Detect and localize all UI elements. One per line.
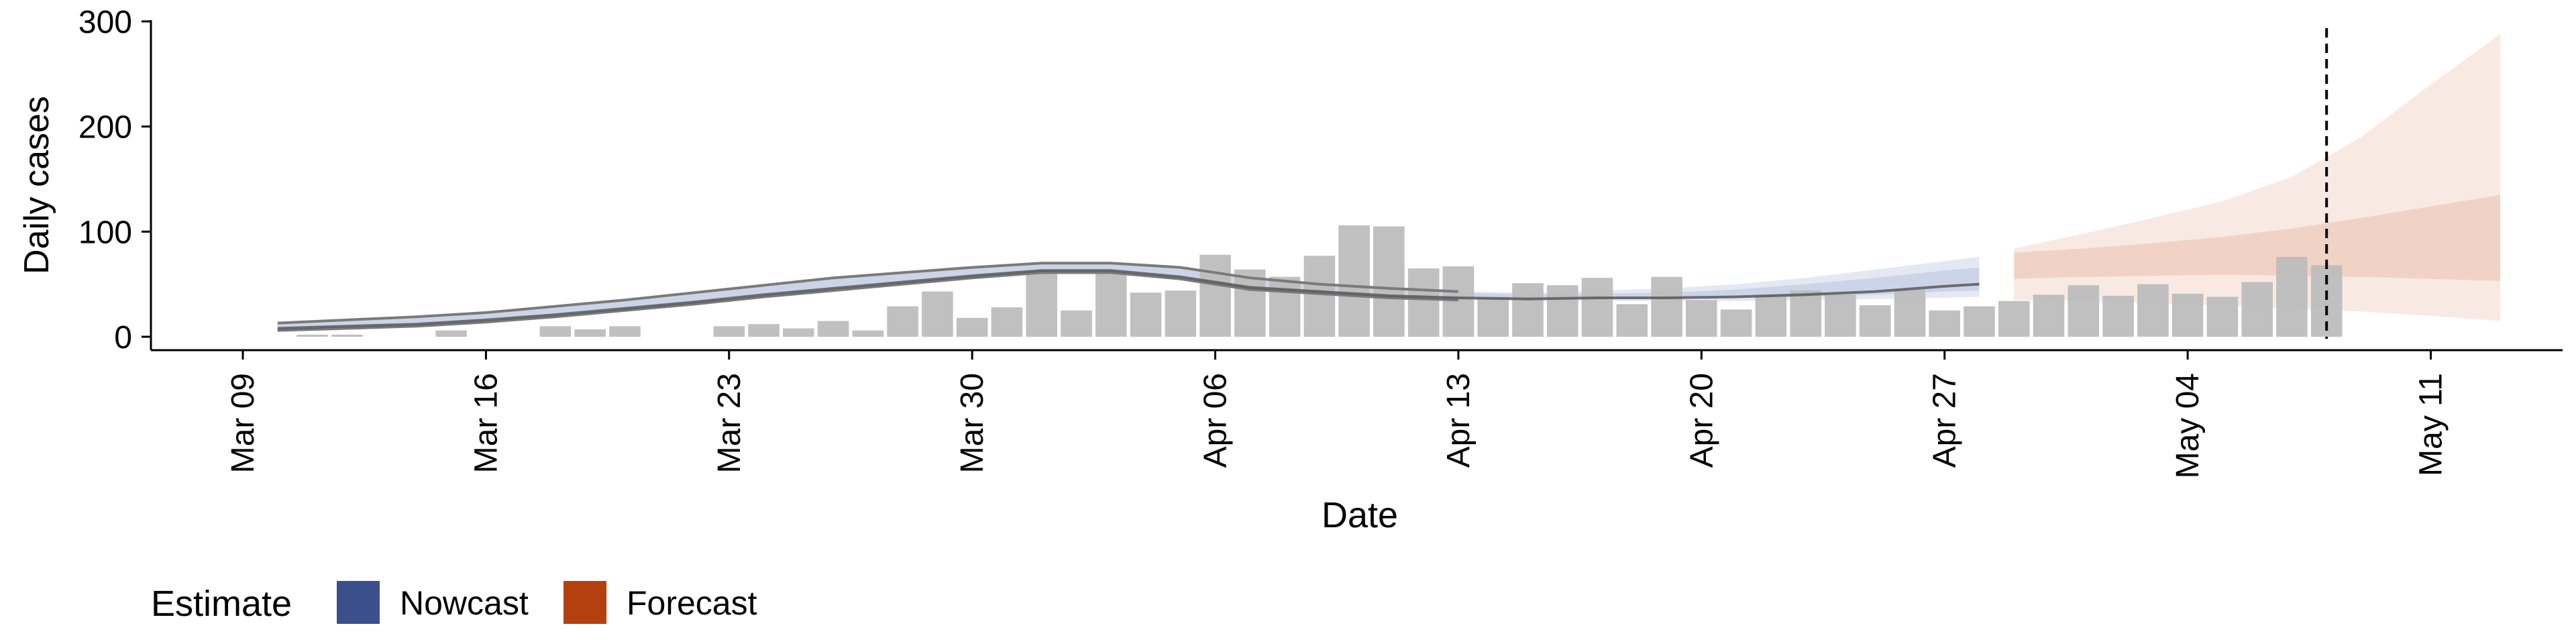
legend-swatch-nowcast: [337, 581, 380, 624]
y-tick-label: 300: [78, 5, 132, 40]
x-tick-label: Apr 06: [1198, 373, 1234, 468]
y-tick-label: 100: [78, 215, 132, 250]
case-bar: [1234, 269, 1266, 337]
case-bar: [1303, 256, 1336, 337]
case-bar: [539, 326, 572, 337]
nowcast-median-line: [277, 269, 1980, 330]
case-bar: [1894, 289, 1926, 337]
case-bar: [2033, 294, 2065, 337]
case-bar: [991, 307, 1023, 337]
case-bar: [922, 291, 953, 337]
y-axis-title: Daily cases: [17, 96, 56, 274]
case-bar: [1095, 274, 1127, 337]
case-bar: [1581, 278, 1613, 337]
x-tick-label: Mar 09: [225, 373, 261, 473]
forecast-inner-band: [2014, 195, 2501, 281]
case-bar: [713, 326, 745, 337]
case-bar: [2276, 256, 2308, 337]
case-bar: [748, 324, 780, 337]
case-bar: [1407, 268, 1440, 337]
case-bar: [783, 328, 814, 337]
daily-case-bars: [297, 225, 2343, 337]
x-tick-label: Mar 23: [712, 373, 747, 473]
case-bar: [2068, 285, 2100, 337]
x-tick-label: May 11: [2414, 373, 2449, 476]
legend: Estimate Nowcast Forecast: [151, 581, 757, 624]
axes: [150, 20, 2563, 352]
y-ticks: 0 100 200 300: [78, 5, 151, 356]
case-bar: [1825, 294, 1856, 337]
case-bar: [609, 326, 641, 337]
case-bar: [1512, 283, 1544, 337]
case-bar: [1998, 301, 2030, 337]
case-bar: [1790, 290, 1821, 337]
x-tick-label: May 04: [2170, 373, 2206, 478]
legend-title: Estimate: [151, 584, 292, 624]
case-bar: [1929, 310, 1960, 337]
x-tick-label: Apr 20: [1684, 373, 1719, 468]
case-bar: [1547, 285, 1578, 337]
x-tick-label: Apr 27: [1927, 373, 1963, 468]
estimate-lines: [277, 28, 2328, 339]
case-bar: [956, 317, 988, 337]
case-bar: [2241, 282, 2273, 337]
case-bar: [2102, 295, 2134, 337]
case-bar: [1616, 304, 1648, 337]
case-bar: [1442, 266, 1474, 337]
x-ticks: Mar 09 Mar 16 Mar 23 Mar 30 Apr 06 Apr 13 Apr …: [225, 350, 2449, 478]
case-bar: [1026, 270, 1057, 337]
x-tick-label: Mar 30: [955, 373, 990, 473]
case-bar: [1130, 292, 1162, 337]
case-bar: [435, 330, 467, 337]
case-bar: [1373, 226, 1405, 337]
x-axis-title: Date: [1322, 495, 1398, 535]
y-tick-label: 200: [78, 110, 132, 146]
case-bar: [2171, 293, 2204, 337]
case-bar: [1686, 300, 1717, 337]
nowcast-upper-edge: [277, 262, 1458, 325]
case-bar: [1964, 306, 1995, 337]
legend-label-forecast: Forecast: [627, 584, 757, 622]
case-bar: [1165, 290, 1197, 337]
legend-swatch-forecast: [564, 581, 606, 624]
case-bar: [297, 334, 328, 337]
nowcast-lower-edge: [277, 271, 1458, 332]
case-bar: [817, 321, 849, 337]
case-bar: [1338, 225, 1370, 337]
x-tick-label: Mar 16: [468, 373, 504, 473]
case-bar: [1199, 254, 1231, 337]
case-bar: [1651, 276, 1682, 337]
case-bar: [574, 329, 606, 337]
case-bar: [852, 330, 884, 337]
case-bar: [2206, 297, 2239, 337]
y-tick-label: 0: [114, 320, 132, 356]
case-bar: [1859, 305, 1891, 337]
case-bar: [1720, 309, 1752, 337]
case-bar: [1269, 276, 1301, 337]
case-bar: [331, 334, 363, 337]
case-bar: [887, 306, 918, 337]
x-tick-label: Apr 13: [1441, 373, 1477, 468]
case-bar: [2137, 284, 2169, 337]
case-bar: [1061, 310, 1092, 337]
legend-label-nowcast: Nowcast: [400, 584, 529, 622]
case-bar: [1755, 294, 1787, 337]
case-bar: [1477, 297, 1509, 337]
